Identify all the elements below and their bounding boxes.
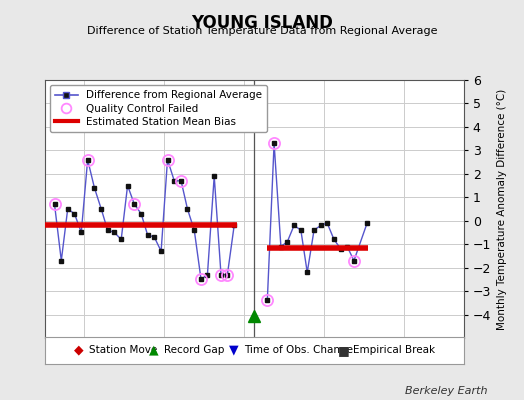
Text: ■: ■ [338,344,350,357]
Text: Berkeley Earth: Berkeley Earth [405,386,487,396]
Text: Empirical Break: Empirical Break [353,345,435,355]
Text: Record Gap: Record Gap [164,345,224,355]
Text: Difference of Station Temperature Data from Regional Average: Difference of Station Temperature Data f… [87,26,437,36]
Legend: Difference from Regional Average, Quality Control Failed, Estimated Station Mean: Difference from Regional Average, Qualit… [50,85,267,132]
Text: ▼: ▼ [229,344,238,357]
Text: Station Move: Station Move [89,345,157,355]
Y-axis label: Monthly Temperature Anomaly Difference (°C): Monthly Temperature Anomaly Difference (… [497,88,507,330]
Text: ▲: ▲ [149,344,159,357]
Text: YOUNG ISLAND: YOUNG ISLAND [191,14,333,32]
Text: ◆: ◆ [74,344,83,357]
Text: Time of Obs. Change: Time of Obs. Change [244,345,353,355]
